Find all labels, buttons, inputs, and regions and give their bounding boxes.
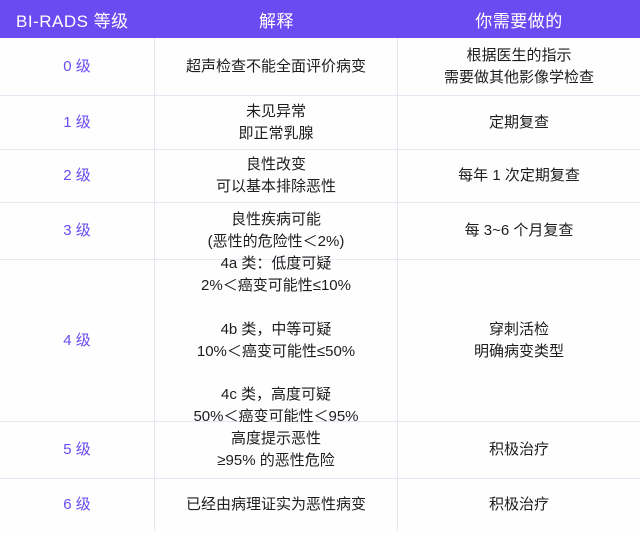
action-line: 积极治疗 — [488, 496, 549, 514]
action-cell: 根据医生的指示 需要做其他影像学检查 — [398, 38, 640, 95]
explanation-line: 4a 类：低度可疑 — [220, 255, 332, 273]
explanation-subgroups: 4a 类：低度可疑 2%＜癌变可能性≤10% 4b 类，中等可疑 10%＜癌变可… — [161, 253, 391, 428]
grade-cell: 0 级 — [0, 38, 155, 95]
action-line: 明确病变类型 — [473, 342, 564, 360]
grade-cell: 2 级 — [0, 150, 155, 202]
explanation-line: 良性改变 — [245, 156, 306, 174]
table-row: 0 级 超声检查不能全面评价病变 根据医生的指示 需要做其他影像学检查 — [0, 38, 640, 96]
explanation-cell: 已经由病理证实为恶性病变 — [155, 479, 398, 531]
column-header-action: 你需要做的 — [475, 11, 563, 31]
explanation-cell: 良性改变 可以基本排除恶性 — [155, 150, 398, 202]
explanation-cell: 良性疾病可能 (恶性的危险性＜2%) — [155, 203, 398, 259]
explanation-line: 未见异常 — [245, 102, 306, 120]
grade-cell: 5 级 — [0, 422, 155, 478]
explanation-line: 4b 类，中等可疑 — [220, 320, 332, 338]
action-line: 根据医生的指示 — [466, 46, 572, 64]
explanation-subgroup-4c: 4c 类，高度可疑 50%＜癌变可能性＜95% — [193, 384, 358, 428]
grade-cell: 6 级 — [0, 479, 155, 531]
grade-cell: 3 级 — [0, 203, 155, 259]
action-line: 每 3~6 个月复查 — [464, 222, 574, 240]
explanation-line: ≥95% 的恶性危险 — [217, 452, 335, 469]
table-row: 2 级 良性改变 可以基本排除恶性 每年 1 次定期复查 — [0, 150, 640, 203]
column-header-grade: BI-RADS 等级 — [16, 11, 129, 31]
action-cell: 积极治疗 — [398, 422, 640, 478]
table-body: 0 级 超声检查不能全面评价病变 根据医生的指示 需要做其他影像学检查 1 级 … — [0, 38, 640, 541]
explanation-cell: 超声检查不能全面评价病变 — [155, 38, 398, 95]
explanation-line: 即正常乳腺 — [238, 124, 314, 142]
grade-label: 1 级 — [63, 113, 91, 131]
explanation-line: 高度提示恶性 — [230, 430, 321, 448]
explanation-cell: 4a 类：低度可疑 2%＜癌变可能性≤10% 4b 类，中等可疑 10%＜癌变可… — [155, 255, 398, 425]
explanation-cell: 高度提示恶性 ≥95% 的恶性危险 — [155, 422, 398, 478]
grade-label: 4 级 — [63, 331, 91, 349]
action-cell: 穿刺活检 明确病变类型 — [398, 260, 640, 421]
action-cell: 积极治疗 — [398, 479, 640, 531]
table-header-row: BI-RADS 等级 解释 你需要做的 — [0, 0, 640, 38]
table-row: 3 级 良性疾病可能 (恶性的危险性＜2%) 每 3~6 个月复查 — [0, 203, 640, 260]
table-row: 5 级 高度提示恶性 ≥95% 的恶性危险 积极治疗 — [0, 422, 640, 479]
action-line: 定期复查 — [488, 113, 549, 131]
explanation-line: 已经由病理证实为恶性病变 — [185, 496, 366, 514]
action-line: 每年 1 次定期复查 — [458, 167, 580, 185]
action-line: 需要做其他影像学检查 — [443, 68, 594, 86]
action-cell: 每年 1 次定期复查 — [398, 150, 640, 202]
table-row: 6 级 已经由病理证实为恶性病变 积极治疗 — [0, 479, 640, 531]
column-header-explanation: 解释 — [259, 11, 294, 31]
grade-label: 2 级 — [63, 167, 91, 185]
table-row: 4 级 4a 类：低度可疑 2%＜癌变可能性≤10% 4b 类，中等可疑 10%… — [0, 255, 640, 425]
grade-label: 0 级 — [63, 57, 91, 75]
grade-cell: 1 级 — [0, 96, 155, 149]
explanation-cell: 未见异常 即正常乳腺 — [155, 96, 398, 149]
explanation-line: 2%＜癌变可能性≤10% — [201, 277, 351, 294]
grade-label: 5 级 — [63, 441, 91, 459]
explanation-line: (恶性的危险性＜2%) — [207, 233, 345, 250]
explanation-line: 50%＜癌变可能性＜95% — [193, 408, 359, 425]
explanation-line: 4c 类，高度可疑 — [220, 386, 331, 404]
grade-label: 6 级 — [63, 496, 91, 514]
action-line: 积极治疗 — [488, 441, 549, 459]
explanation-line: 10%＜癌变可能性≤50% — [196, 342, 356, 360]
action-cell: 每 3~6 个月复查 — [398, 203, 640, 259]
action-line: 穿刺活检 — [488, 320, 549, 338]
explanation-line: 良性疾病可能 — [230, 211, 321, 229]
explanation-line: 可以基本排除恶性 — [215, 178, 336, 195]
explanation-subgroup-4a: 4a 类：低度可疑 2%＜癌变可能性≤10% — [201, 253, 351, 297]
action-cell: 定期复查 — [398, 96, 640, 149]
explanation-subgroup-4b: 4b 类，中等可疑 10%＜癌变可能性≤50% — [197, 319, 355, 363]
grade-label: 3 级 — [63, 222, 91, 240]
table-row: 1 级 未见异常 即正常乳腺 定期复查 — [0, 96, 640, 150]
grade-cell: 4 级 — [0, 260, 155, 421]
explanation-line: 超声检查不能全面评价病变 — [185, 57, 366, 75]
